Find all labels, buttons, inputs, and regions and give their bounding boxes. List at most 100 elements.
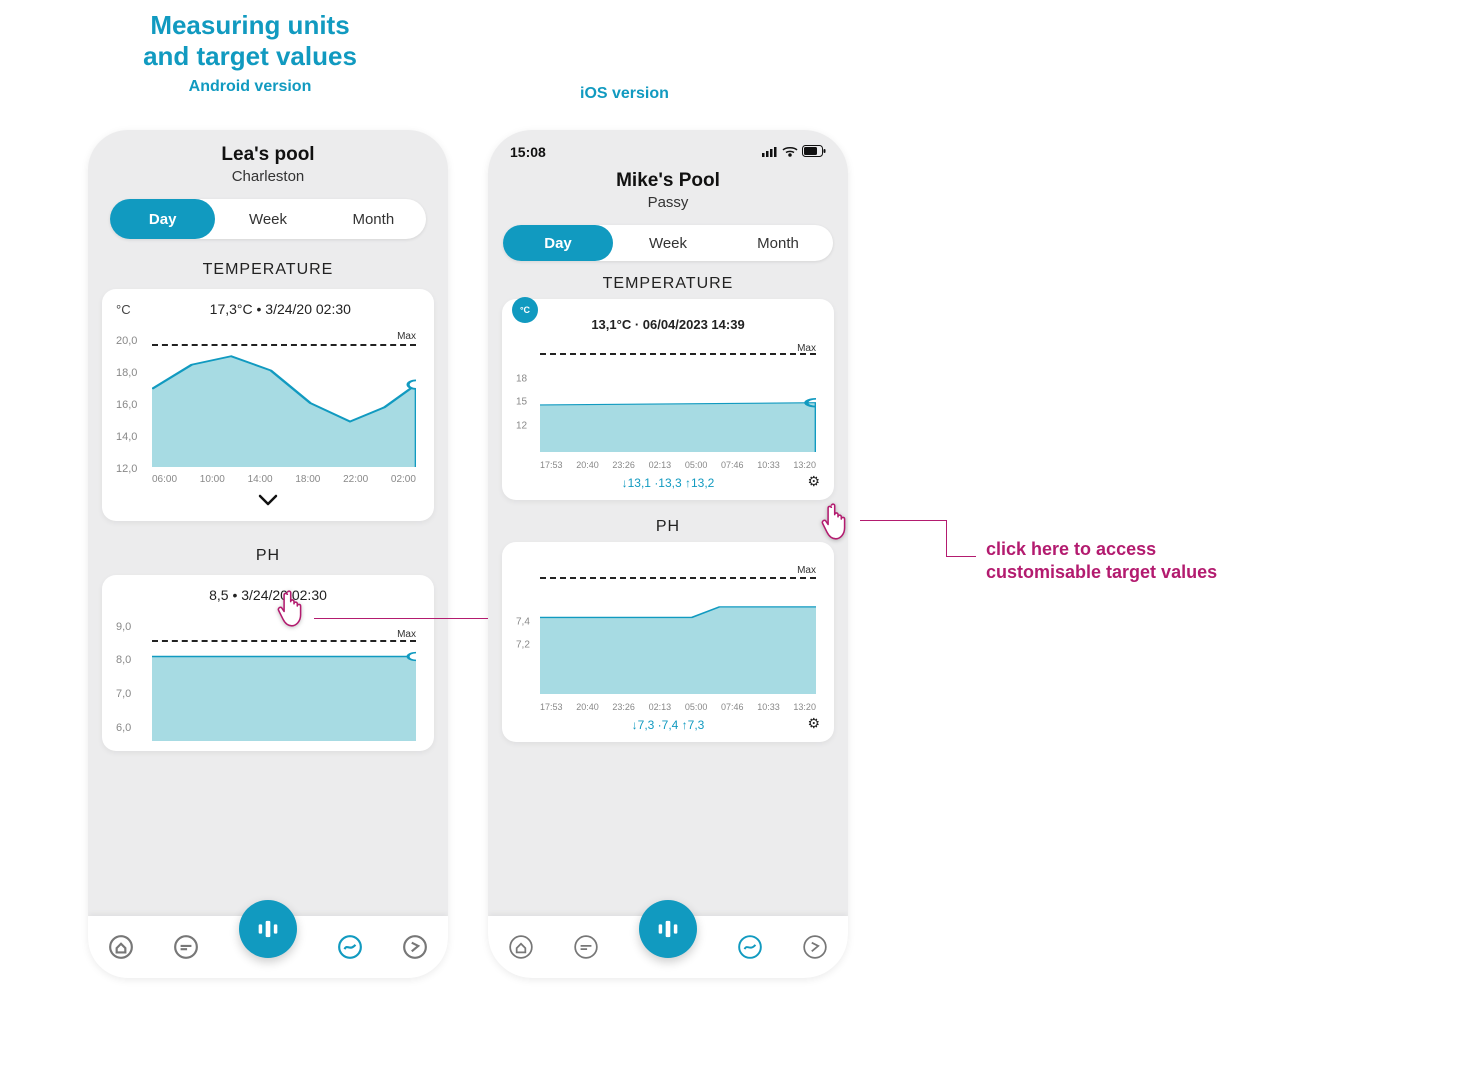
ytick: 20,0: [116, 335, 137, 347]
ph-card: 8,5 • 3/24/20 02:30 9,0 8,0 7,0 6,0 Max …: [102, 575, 434, 751]
temp-headline: 13,1°C · 06/04/2023 14:39: [591, 317, 744, 332]
settings-nav-icon[interactable]: [402, 934, 428, 960]
callout-line1: click here to access: [986, 538, 1217, 561]
xtick: 17:53: [540, 460, 563, 470]
callout-text: click here to access customisable target…: [986, 538, 1217, 585]
seg-month[interactable]: Month: [321, 199, 426, 239]
pool-title: Lea's pool: [88, 144, 448, 166]
unit-badge: °C: [512, 297, 538, 323]
xtick: 20:40: [576, 702, 599, 712]
temp-summary: ↓13,1 ·13,3 ↑13,2: [516, 476, 820, 490]
seg-month[interactable]: Month: [723, 225, 833, 261]
temp-area: [152, 325, 416, 467]
ph-card: Max Min 7,4 7,2 17:53 20:40 23:26 02:13 …: [502, 542, 834, 742]
pool-location: Charleston: [88, 168, 448, 185]
xtick: 10:33: [757, 702, 780, 712]
chat-icon[interactable]: [173, 934, 199, 960]
ios-phone: 15:08 Mike's Pool Passy Day Week Month T…: [488, 130, 848, 978]
ph-chart: Max Min 7,4 7,2 17:53 20:40 23:26 02:13 …: [516, 562, 820, 712]
ytick: 12: [516, 420, 527, 431]
settings-nav-icon[interactable]: [802, 934, 828, 960]
ytick: 12,0: [116, 463, 137, 475]
fab-button[interactable]: [239, 900, 297, 958]
fab-button[interactable]: [639, 900, 697, 958]
xtick: 23:26: [612, 702, 635, 712]
xtick: 13:20: [793, 460, 816, 470]
hand-cursor-icon: [816, 497, 860, 541]
ytick: 14,0: [116, 431, 137, 443]
xtick: 10:00: [200, 474, 225, 485]
xlabels: 17:53 20:40 23:26 02:13 05:00 07:46 10:3…: [540, 460, 816, 470]
ph-area: [540, 562, 816, 694]
temp-section-label: TEMPERATURE: [88, 261, 448, 279]
ph-summary: ↓7,3 ·7,4 ↑7,3: [516, 718, 820, 732]
chart-nav-icon[interactable]: [737, 934, 763, 960]
xtick: 23:26: [612, 460, 635, 470]
xtick: 06:00: [152, 474, 177, 485]
header-title: Measuring units and target values Androi…: [90, 10, 410, 96]
ytick: 7,4: [516, 617, 530, 628]
ytick: 18,0: [116, 367, 137, 379]
seg-day[interactable]: Day: [110, 199, 215, 239]
android-version-label: Android version: [90, 78, 410, 96]
xtick: 22:00: [343, 474, 368, 485]
temp-card: °C 17,3°C • 3/24/20 02:30 20,0 18,0 16,0…: [102, 289, 434, 521]
ytick: 7,0: [116, 688, 131, 700]
title-line2: and target values: [90, 41, 410, 72]
ph-section-label: PH: [488, 518, 848, 536]
xtick: 05:00: [685, 702, 708, 712]
xtick: 20:40: [576, 460, 599, 470]
xtick: 07:46: [721, 702, 744, 712]
xtick: 18:00: [295, 474, 320, 485]
battery-icon: [802, 144, 826, 160]
time-segment: Day Week Month: [110, 199, 426, 239]
ytick: 16,0: [116, 399, 137, 411]
wifi-icon: [782, 144, 798, 160]
xtick: 02:13: [649, 702, 672, 712]
ytick: 18: [516, 374, 527, 385]
status-bar: 15:08: [488, 130, 848, 164]
hand-cursor-icon: [272, 584, 316, 628]
temp-card: °C 13,1°C · 06/04/2023 14:39 18 15 12 Ma…: [502, 299, 834, 500]
ph-section-label: PH: [88, 547, 448, 565]
home-icon[interactable]: [108, 934, 134, 960]
gear-icon[interactable]: ⚙: [807, 715, 820, 732]
seg-week[interactable]: Week: [215, 199, 320, 239]
callout-connector: [314, 618, 488, 619]
ytick: 8,0: [116, 654, 131, 666]
xtick: 10:33: [757, 460, 780, 470]
pool-title: Mike's Pool: [488, 170, 848, 192]
pool-location: Passy: [488, 194, 848, 211]
gear-icon[interactable]: ⚙: [807, 473, 820, 490]
seg-week[interactable]: Week: [613, 225, 723, 261]
callout-connector: [946, 520, 947, 556]
xtick: 17:53: [540, 702, 563, 712]
callout-connector: [860, 520, 946, 521]
expand-chevron[interactable]: [116, 493, 420, 511]
ytick: 9,0: [116, 621, 131, 633]
temp-unit: °C: [116, 302, 131, 317]
status-time: 15:08: [510, 144, 546, 160]
xtick: 02:00: [391, 474, 416, 485]
signal-icon: [762, 144, 778, 160]
ytick: 6,0: [116, 722, 131, 734]
xtick: 13:20: [793, 702, 816, 712]
home-icon[interactable]: [508, 934, 534, 960]
xlabels: 06:00 10:00 14:00 18:00 22:00 02:00: [152, 474, 416, 485]
temp-headline: 17,3°C • 3/24/20 02:30: [210, 301, 351, 317]
temp-chart: 20,0 18,0 16,0 14,0 12,0 Max Min 06:00 1…: [116, 325, 420, 485]
ytick: 15: [516, 397, 527, 408]
temp-chart: 18 15 12 Max Min 17:53 20:40 23:26 02:13…: [516, 340, 820, 470]
callout-connector: [946, 556, 976, 557]
ios-version-label: iOS version: [580, 85, 669, 103]
ph-area: [152, 611, 416, 741]
xtick: 05:00: [685, 460, 708, 470]
android-phone: Lea's pool Charleston Day Week Month TEM…: [88, 130, 448, 978]
time-segment: Day Week Month: [503, 225, 833, 261]
chat-icon[interactable]: [573, 934, 599, 960]
ytick: 7,2: [516, 639, 530, 650]
xtick: 14:00: [248, 474, 273, 485]
title-line1: Measuring units: [90, 10, 410, 41]
chart-nav-icon[interactable]: [337, 934, 363, 960]
seg-day[interactable]: Day: [503, 225, 613, 261]
